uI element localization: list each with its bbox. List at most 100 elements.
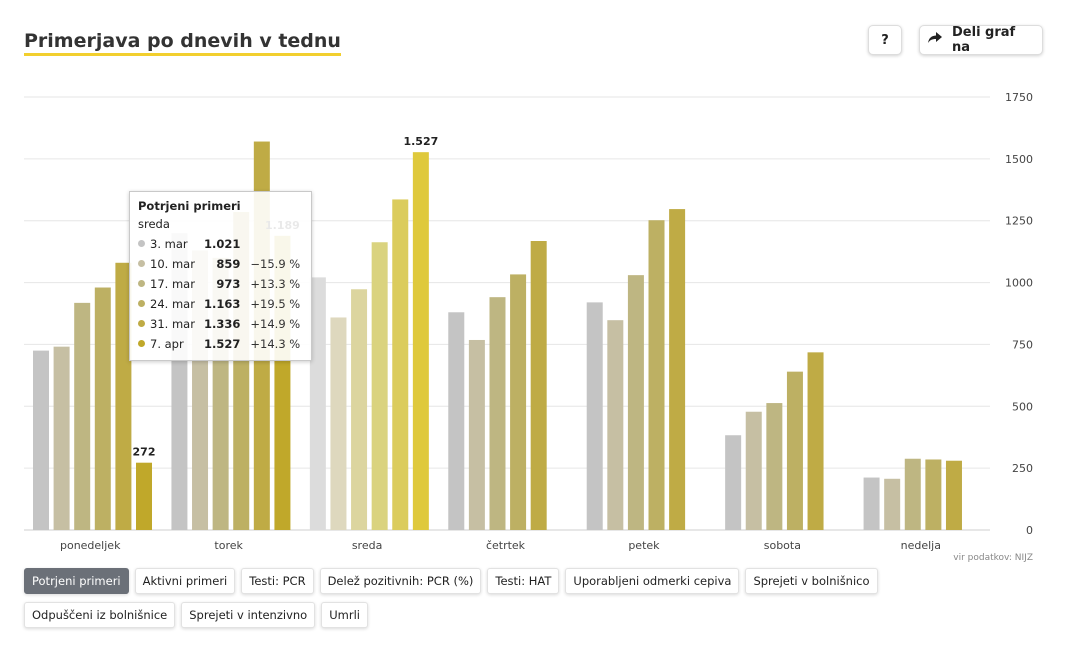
bar[interactable]: [807, 352, 824, 530]
bar[interactable]: [766, 403, 783, 530]
bar[interactable]: [725, 435, 742, 530]
tooltip-value: 1.021: [204, 237, 241, 251]
chart-title: Primerjava po dnevih v tednu: [24, 30, 341, 56]
bar[interactable]: [468, 339, 485, 530]
tooltip-value: 1.336: [204, 317, 241, 331]
bar[interactable]: [489, 297, 506, 530]
y-tick-label: 0: [1026, 524, 1033, 537]
bar[interactable]: [530, 241, 547, 531]
tooltip-row: 7. apr 1.527 +14.3 %: [138, 334, 300, 354]
bar[interactable]: [33, 350, 49, 530]
x-tick-label: torek: [214, 539, 243, 552]
tab-odpu-eni-iz-bolni-nice[interactable]: Odpuščeni iz bolnišnice: [24, 602, 176, 628]
help-label: ?: [881, 32, 889, 48]
tooltip-change: +13.3 %: [250, 277, 301, 291]
tooltip-row: 17. mar 973 +13.3 %: [138, 274, 300, 294]
bar[interactable]: [309, 277, 326, 530]
tooltip-value: 859: [216, 257, 241, 271]
tooltip-table: 3. mar 1.021 10. mar 859 −15.9 % 17. mar 973 +1…: [138, 234, 300, 354]
tab-testi-hat[interactable]: Testi: HAT: [487, 568, 560, 594]
y-tick-label: 1000: [1005, 277, 1033, 290]
tab-aktivni-primeri[interactable]: Aktivni primeri: [134, 568, 236, 594]
tab-sprejeti-v-intenzivno[interactable]: Sprejeti v intenzivno: [181, 602, 316, 628]
tab-sprejeti-v-bolni-nico[interactable]: Sprejeti v bolnišnico: [745, 568, 878, 594]
tooltip-row: 10. mar 859 −15.9 %: [138, 254, 300, 274]
data-label: 272: [133, 446, 156, 459]
x-tick-label: petek: [628, 539, 660, 552]
bar[interactable]: [627, 275, 644, 530]
bar[interactable]: [371, 242, 388, 530]
tooltip-change: −15.9 %: [250, 257, 301, 271]
series-dot-icon: [138, 260, 145, 267]
bar[interactable]: [904, 458, 921, 530]
tab-potrjeni-primeri[interactable]: Potrjeni primeri: [24, 568, 129, 594]
y-tick-label: 500: [1012, 400, 1033, 413]
bar[interactable]: [786, 371, 803, 530]
y-tick-label: 250: [1012, 462, 1033, 475]
data-source: vir podatkov: NIJZ: [953, 553, 1033, 563]
series-dot-icon: [138, 320, 145, 327]
x-tick-label: nedelja: [901, 539, 941, 552]
share-arrow-icon: [928, 32, 942, 48]
tooltip-value: 1.163: [204, 297, 241, 311]
bar[interactable]: [94, 287, 111, 530]
x-tick-label: sreda: [352, 539, 383, 552]
tooltip-change: +14.3 %: [250, 337, 301, 351]
bar[interactable]: [115, 262, 132, 530]
tooltip-change: +19.5 %: [250, 297, 301, 311]
bar[interactable]: [330, 317, 347, 530]
bar[interactable]: [53, 346, 70, 530]
tooltip-date: 17. mar: [150, 277, 195, 291]
bar[interactable]: [448, 312, 465, 530]
tooltip-date: 24. mar: [150, 297, 195, 311]
series-dot-icon: [138, 240, 145, 247]
help-button[interactable]: ?: [868, 25, 902, 55]
bar[interactable]: [392, 199, 409, 530]
tooltip-row: 3. mar 1.021: [138, 234, 300, 254]
tooltip-date: 31. mar: [150, 317, 195, 331]
tooltip-title: Potrjeni primeri: [138, 199, 241, 213]
tab-umrli[interactable]: Umrli: [321, 602, 368, 628]
tooltip-subtitle: sreda: [138, 217, 170, 231]
y-tick-label: 1500: [1005, 153, 1033, 166]
bar[interactable]: [607, 320, 624, 530]
tooltip-change: +14.9 %: [250, 317, 301, 331]
bar[interactable]: [586, 302, 603, 530]
bar[interactable]: [74, 302, 91, 530]
series-dot-icon: [138, 280, 145, 287]
y-tick-label: 750: [1012, 338, 1033, 351]
bar[interactable]: [745, 411, 762, 530]
tooltip-change: [250, 234, 300, 254]
data-label: 1.527: [403, 135, 438, 148]
x-tick-label: četrtek: [486, 539, 526, 552]
tooltip-row: 31. mar 1.336 +14.9 %: [138, 314, 300, 334]
share-label: Deli graf na: [952, 25, 1016, 55]
series-dot-icon: [138, 300, 145, 307]
tab-uporabljeni-odmerki-cepiva[interactable]: Uporabljeni odmerki cepiva: [565, 568, 740, 594]
bar[interactable]: [510, 274, 527, 530]
metric-tabs: Potrjeni primeri Aktivni primeri Testi: PC…: [24, 568, 994, 628]
bar[interactable]: [412, 152, 429, 530]
bar[interactable]: [648, 220, 665, 530]
tooltip-row: 24. mar 1.163 +19.5 %: [138, 294, 300, 314]
y-tick-label: 1250: [1005, 215, 1033, 228]
bar[interactable]: [136, 462, 152, 530]
tooltip-date: 10. mar: [150, 257, 195, 271]
tooltip-date: 7. apr: [150, 337, 184, 351]
bar[interactable]: [945, 460, 962, 530]
tooltip-value: 973: [216, 277, 241, 291]
y-tick-label: 1750: [1005, 91, 1033, 104]
tooltip-date: 3. mar: [150, 237, 188, 251]
x-tick-label: sobota: [764, 539, 801, 552]
bar[interactable]: [669, 209, 686, 530]
tab-dele-pozitivnih-pcr[interactable]: Delež pozitivnih: PCR (%): [319, 568, 482, 594]
bar[interactable]: [863, 477, 880, 530]
bar[interactable]: [351, 289, 368, 530]
tab-testi-pcr[interactable]: Testi: PCR: [241, 568, 314, 594]
x-tick-label: ponedeljek: [60, 539, 121, 552]
series-dot-icon: [138, 340, 145, 347]
share-chart-button[interactable]: Deli graf na: [919, 25, 1043, 55]
bar[interactable]: [925, 459, 942, 530]
bar[interactable]: [884, 478, 901, 530]
chart-tooltip: Potrjeni primeri sreda 3. mar 1.021 10. ma…: [129, 191, 312, 361]
